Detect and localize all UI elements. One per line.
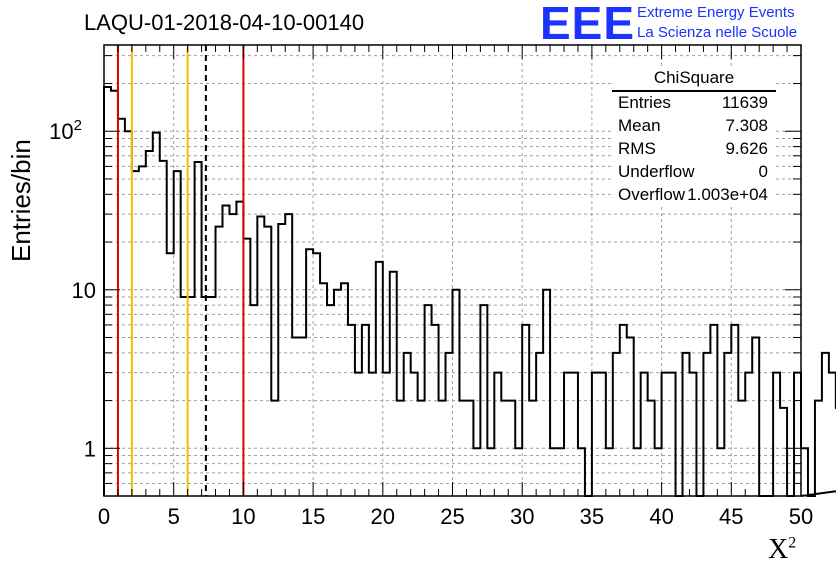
chart-title: LAQU-01-2018-04-10-00140 — [84, 10, 365, 35]
stats-label: Underflow — [618, 162, 695, 181]
stats-label: Entries — [618, 93, 671, 112]
stats-row-rms: RMS 9.626 — [618, 139, 768, 161]
stats-label: RMS — [618, 139, 656, 158]
stats-label: Mean — [618, 116, 661, 135]
stats-row-underflow: Underflow 0 — [618, 162, 768, 184]
x-axis-label: X2 — [768, 534, 796, 566]
x-tick-label: 50 — [789, 504, 813, 529]
y-tick-label: 1 — [84, 436, 96, 461]
stats-label: Overflow — [618, 185, 686, 204]
stats-box: ChiSquare Entries 11639 Mean 7.308 RMS 9… — [612, 66, 776, 204]
x-axis-label-text: X — [768, 534, 789, 565]
x-tick-label: 10 — [231, 504, 255, 529]
stats-value: 0 — [758, 162, 768, 181]
y-axis-label: Entries/bin — [6, 139, 36, 262]
x-tick-label: 30 — [510, 504, 534, 529]
stats-value: 11639 — [721, 93, 768, 112]
x-tick-label: 15 — [301, 504, 325, 529]
logo-line-2: La Scienza nelle Scuole — [637, 24, 798, 41]
y-tick-label: 102 — [49, 117, 82, 144]
x-tick-label: 45 — [719, 504, 743, 529]
stats-row-entries: Entries 11639 — [618, 93, 768, 115]
stats-value: 7.308 — [725, 116, 768, 135]
stats-title-divider — [612, 90, 776, 92]
x-axis-label-sup: 2 — [788, 534, 797, 552]
x-tick-label: 5 — [168, 504, 180, 529]
x-tick-label: 35 — [580, 504, 604, 529]
x-tick-label: 0 — [98, 504, 110, 529]
stats-title: ChiSquare — [653, 68, 735, 87]
stats-value: 1.003e+04 — [687, 185, 768, 204]
x-tick-label: 40 — [649, 504, 673, 529]
stats-value: 9.626 — [725, 139, 768, 158]
logo-line-1: Extreme Energy Events — [637, 4, 795, 21]
x-tick-label: 25 — [440, 504, 464, 529]
y-tick-label: 10 — [72, 278, 96, 303]
stats-row-overflow: Overflow 1.003e+04 — [618, 185, 768, 207]
stats-row-mean: Mean 7.308 — [618, 116, 768, 138]
eee-logo: EEE — [540, 0, 636, 49]
x-tick-label: 20 — [371, 504, 395, 529]
